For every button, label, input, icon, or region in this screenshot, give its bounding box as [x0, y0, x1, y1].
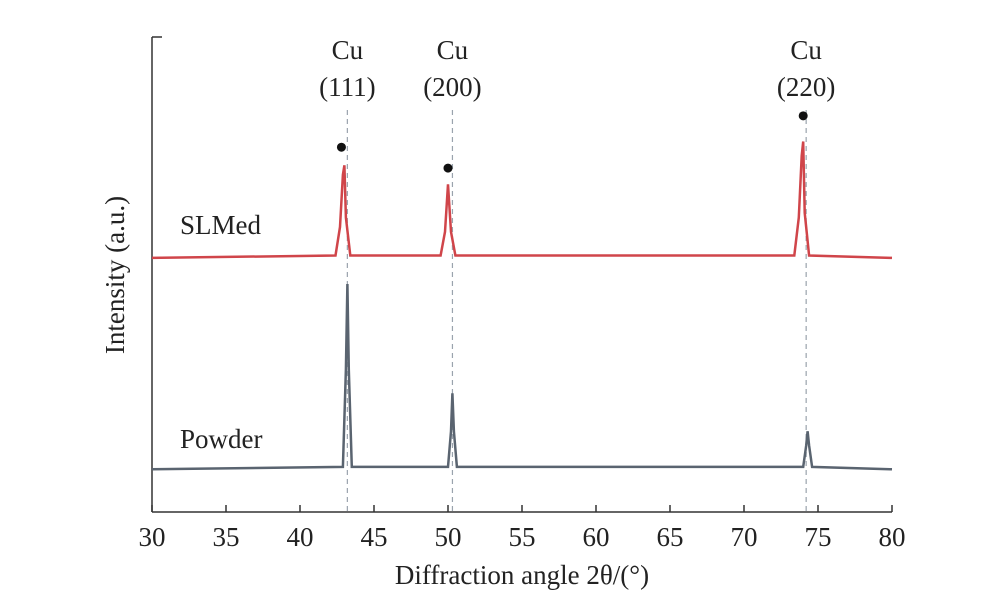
annotation: Cu — [332, 35, 364, 65]
series-line — [151, 141, 893, 260]
series-line — [151, 283, 893, 471]
x-tick-label: 35 — [213, 522, 240, 552]
x-tick-label: 75 — [805, 522, 832, 552]
x-tick-label: 60 — [583, 522, 610, 552]
x-tick-label: 30 — [139, 522, 166, 552]
x-tick-label: 55 — [509, 522, 536, 552]
y-axis-label: Intensity (a.u.) — [100, 196, 130, 354]
series-label: SLMed — [180, 210, 262, 240]
x-axis-label: Diffraction angle 2θ/(°) — [395, 560, 649, 590]
peak-marker — [798, 111, 808, 121]
x-tick-label: 80 — [879, 522, 906, 552]
peak-marker — [443, 163, 453, 173]
series-label: Powder — [180, 424, 263, 454]
x-tick-label: 65 — [657, 522, 684, 552]
annotation-sub: (200) — [423, 72, 481, 102]
annotation-sub: (220) — [777, 72, 835, 102]
x-tick-label: 70 — [731, 522, 758, 552]
x-tick-label: 40 — [287, 522, 314, 552]
peak-marker — [336, 142, 346, 152]
x-tick-label: 50 — [435, 522, 462, 552]
x-tick-label: 45 — [361, 522, 388, 552]
annotation: Cu — [437, 35, 469, 65]
annotation: Cu — [790, 35, 822, 65]
annotation-sub: (111) — [319, 72, 375, 102]
